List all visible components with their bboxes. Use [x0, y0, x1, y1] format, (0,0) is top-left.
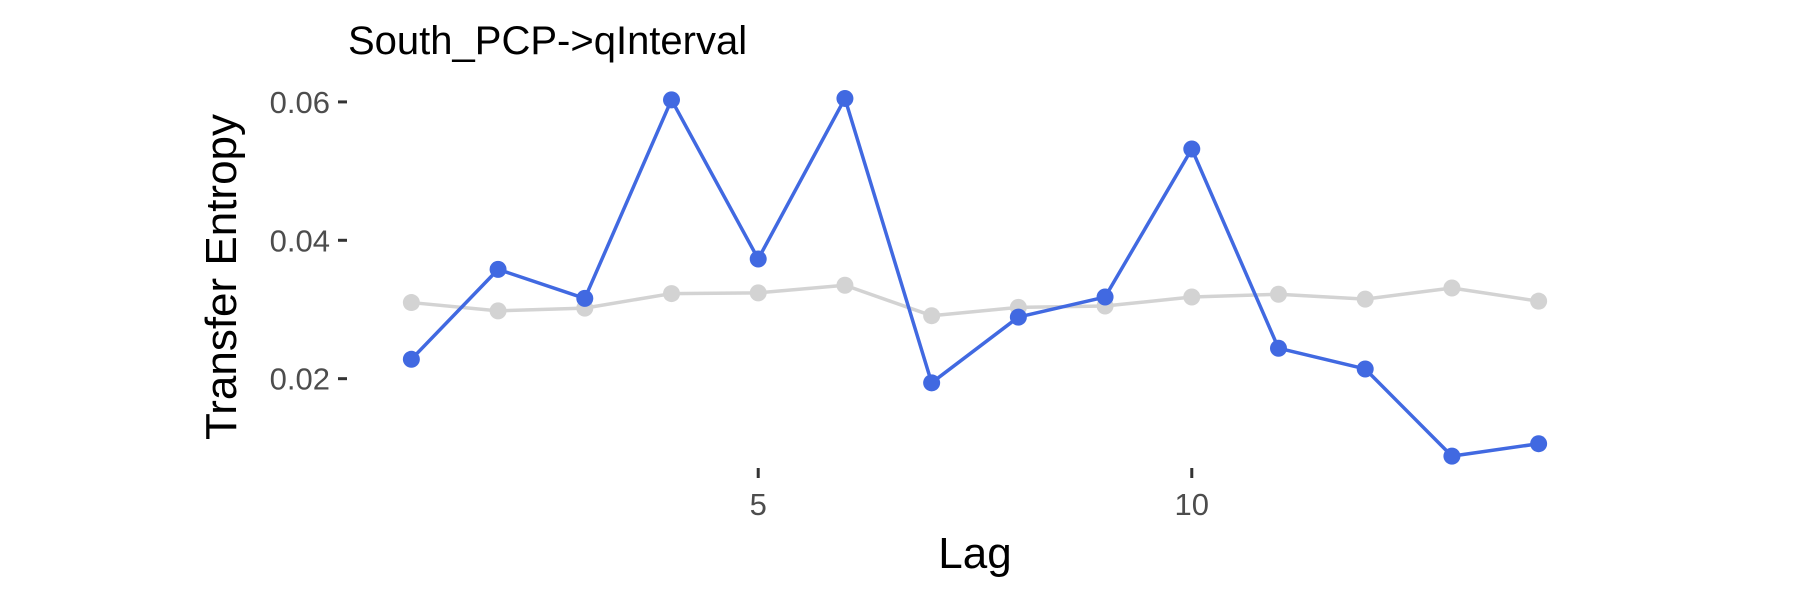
data-point	[749, 284, 767, 302]
y-axis: 0.02 0.04 0.06	[270, 85, 347, 397]
data-point	[1269, 339, 1287, 357]
x-tick-label: 5	[750, 487, 767, 522]
data-point	[836, 276, 854, 294]
data-point	[1183, 288, 1201, 306]
data-point	[1443, 279, 1461, 297]
series-line	[410, 96, 1539, 458]
data-point	[402, 294, 420, 312]
data-point	[1009, 308, 1027, 326]
x-tick-label: 10	[1175, 487, 1209, 522]
data-point	[489, 302, 507, 320]
data-point	[1530, 435, 1548, 453]
data-point	[1443, 447, 1461, 465]
data-point	[1096, 288, 1114, 306]
data-point	[1183, 140, 1201, 158]
data-point	[923, 307, 941, 325]
data-point	[1356, 360, 1374, 378]
data-point	[402, 350, 420, 368]
y-tick-label: 0.02	[270, 362, 330, 397]
x-axis-title: Lag	[938, 529, 1011, 578]
data-point	[749, 250, 767, 268]
data-point	[1269, 285, 1287, 303]
data-point	[1356, 290, 1374, 308]
data-point	[489, 260, 507, 278]
series-0	[402, 89, 1548, 465]
data-point	[836, 89, 854, 107]
data-point	[1530, 292, 1548, 310]
chart-title: South_PCP->qInterval	[348, 19, 747, 63]
data-point	[663, 91, 681, 109]
series-1	[402, 276, 1548, 325]
y-tick-label: 0.04	[270, 223, 330, 258]
series-line	[411, 283, 1539, 318]
plot-area	[402, 89, 1548, 465]
y-tick-label: 0.06	[270, 85, 330, 120]
data-point	[576, 289, 594, 307]
y-axis-title: Transfer Entropy	[197, 114, 246, 440]
data-point	[663, 285, 681, 303]
data-point	[923, 374, 941, 392]
x-axis: 5 10	[750, 468, 1209, 522]
